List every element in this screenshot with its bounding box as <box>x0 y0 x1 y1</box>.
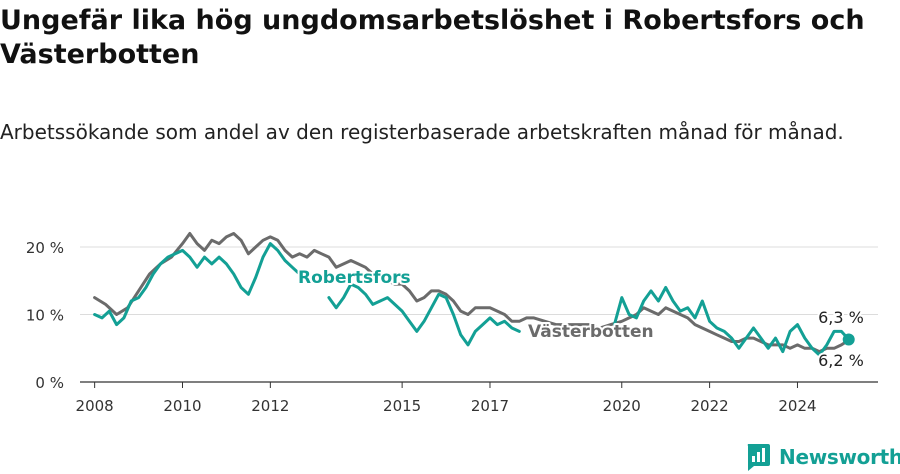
x-axis: 2008 2010 2012 2015 2017 2020 2022 2024 <box>76 381 878 415</box>
x-tick-label: 2012 <box>251 397 289 415</box>
series-lines <box>93 232 855 357</box>
series-label-robertsfors: Robertsfors <box>298 268 411 288</box>
end-value-vasterbotten: 6,2 % <box>818 351 864 370</box>
y-axis-ticks: 0 % 10 % 20 % <box>26 239 64 392</box>
x-tick-label: 2024 <box>778 397 816 415</box>
newsworthy-logo-icon <box>747 444 770 471</box>
series-label-vasterbotten: Västerbotten <box>528 322 654 342</box>
x-tick-label: 2020 <box>603 397 641 415</box>
series-line-vasterbotten <box>93 232 851 354</box>
y-tick-label: 20 % <box>26 239 64 257</box>
brand-name: Newsworthy <box>779 445 900 469</box>
series-labels: Robertsfors Västerbotten 6,3 % 6,2 % <box>296 266 866 372</box>
chart-subtitle: Arbetssökande som andel av den registerb… <box>0 120 844 144</box>
x-tick-label: 2017 <box>471 397 509 415</box>
x-tick-label: 2010 <box>163 397 201 415</box>
end-value-robertsfors: 6,3 % <box>818 308 864 327</box>
series-end-point-robertsfors <box>842 333 855 346</box>
series-line-robertsfors <box>93 242 851 357</box>
grid-lines <box>80 246 878 315</box>
y-tick-label: 10 % <box>26 307 64 325</box>
brand-logo: Newsworthy <box>745 441 900 473</box>
x-tick-label: 2008 <box>76 397 114 415</box>
x-tick-label: 2015 <box>383 397 421 415</box>
chart-title: Ungefär lika hög ungdomsarbetslöshet i R… <box>0 5 865 70</box>
y-tick-label: 0 % <box>35 374 64 392</box>
x-tick-label: 2022 <box>691 397 729 415</box>
